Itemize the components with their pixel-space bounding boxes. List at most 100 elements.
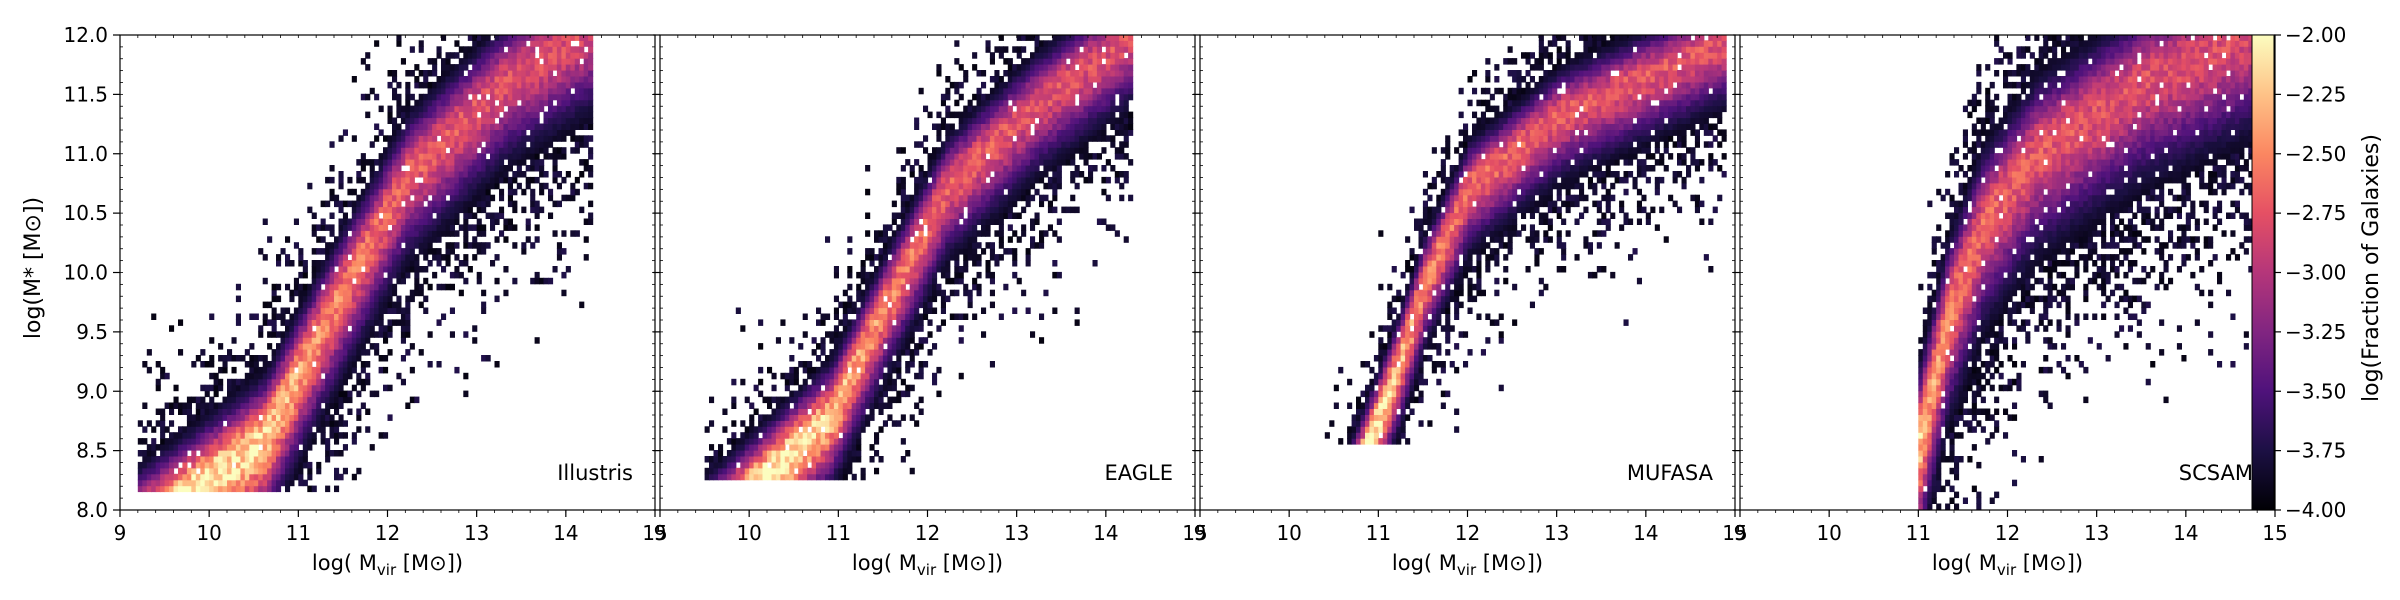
heatmap-cell [905, 349, 911, 356]
heatmap-cell [842, 355, 848, 362]
heatmap-cell [472, 212, 478, 219]
heatmap-cell [249, 390, 255, 398]
heatmap-cell [561, 289, 567, 297]
heatmap-cell [449, 171, 455, 178]
heatmap-cell [467, 206, 473, 214]
heatmap-cell [356, 254, 362, 261]
heatmap-cell [316, 301, 322, 309]
heatmap-cell [1047, 46, 1053, 53]
heatmap-cell [262, 426, 268, 433]
heatmap-cell [758, 456, 764, 463]
heatmap-cell [231, 432, 237, 439]
heatmap-cell [481, 46, 487, 53]
heatmap-cell [896, 349, 902, 356]
heatmap-cell [981, 182, 987, 190]
heatmap-cell [543, 58, 549, 65]
heatmap-cell [467, 141, 473, 148]
heatmap-cell [1003, 165, 1009, 172]
heatmap-cell [454, 93, 460, 101]
heatmap-cell [476, 271, 482, 279]
heatmap-cell [1039, 46, 1045, 53]
heatmap-cell [1056, 271, 1062, 279]
heatmap-cell [1039, 123, 1045, 130]
heatmap-cell [1061, 153, 1067, 160]
heatmap-cell [1025, 123, 1031, 130]
heatmap-cell [298, 301, 304, 309]
heatmap-cell [472, 81, 478, 89]
heatmap-cell [731, 420, 737, 427]
heatmap-cell [244, 414, 250, 421]
heatmap-cell [258, 461, 264, 469]
heatmap-cell [400, 230, 406, 237]
heatmap-cell [289, 378, 295, 386]
heatmap-cell [311, 343, 317, 350]
heatmap-cell [414, 289, 420, 297]
heatmap-cell [583, 159, 589, 166]
heatmap-cell [432, 129, 438, 136]
heatmap-cell [1047, 117, 1053, 124]
heatmap-cell [387, 307, 393, 314]
heatmap-cell [311, 224, 317, 231]
heatmap-cell [565, 81, 571, 89]
heatmap-cell [976, 242, 982, 249]
heatmap-cell [383, 153, 389, 160]
heatmap-cell [289, 343, 295, 350]
heatmap-cell [918, 254, 924, 261]
heatmap-cell [365, 361, 371, 368]
heatmap-cell [271, 426, 277, 433]
heatmap-cell [945, 266, 951, 273]
heatmap-cell [932, 194, 938, 202]
heatmap-cell [798, 450, 804, 457]
heatmap-cell [1016, 35, 1022, 41]
heatmap-cell [258, 325, 264, 332]
heatmap-cell [472, 135, 478, 142]
heatmap-cell [182, 467, 188, 475]
heatmap-cell [936, 283, 942, 291]
heatmap-cell [467, 129, 473, 136]
heatmap-cell [481, 52, 487, 59]
heatmap-cell [298, 313, 304, 320]
heatmap-cell [878, 366, 884, 374]
heatmap-cell [400, 182, 406, 190]
heatmap-cell [842, 384, 848, 392]
heatmap-cell [369, 266, 375, 273]
heatmap-cell [583, 64, 589, 71]
heatmap-cell [302, 366, 308, 374]
heatmap-cell [392, 266, 398, 273]
heatmap-cell [481, 153, 487, 160]
heatmap-cell [1047, 159, 1053, 166]
heatmap-cell [914, 248, 920, 255]
heatmap-cell [878, 390, 884, 398]
heatmap-cell [276, 313, 282, 320]
heatmap-cell [432, 105, 438, 113]
heatmap-cell [909, 283, 915, 291]
heatmap-cell [940, 224, 946, 231]
heatmap-cell [458, 141, 464, 148]
heatmap-cell [213, 479, 219, 487]
heatmap-cell [909, 307, 915, 314]
heatmap-cell [481, 200, 487, 208]
heatmap-cell [182, 444, 188, 451]
heatmap-cell [758, 438, 764, 445]
heatmap-cell [235, 426, 241, 433]
heatmap-cell [463, 76, 469, 83]
heatmap-cell [338, 331, 344, 338]
heatmap-cell [298, 432, 304, 439]
heatmap-cell [392, 248, 398, 255]
heatmap-cell [900, 378, 906, 386]
heatmap-cell [280, 378, 286, 386]
heatmap-cell [378, 432, 384, 439]
heatmap-cell [365, 188, 371, 196]
heatmap-cell [856, 361, 862, 368]
heatmap-cell [445, 159, 451, 166]
heatmap-cell [1043, 111, 1049, 119]
heatmap-cell [825, 414, 831, 421]
heatmap-cell [825, 473, 831, 481]
heatmap-cell [494, 218, 500, 225]
heatmap-cell [499, 129, 505, 136]
heatmap-cell [445, 153, 451, 160]
heatmap-cell [298, 325, 304, 332]
heatmap-cell [1056, 111, 1062, 119]
heatmap-cell [334, 331, 340, 338]
heatmap-cell [365, 295, 371, 303]
